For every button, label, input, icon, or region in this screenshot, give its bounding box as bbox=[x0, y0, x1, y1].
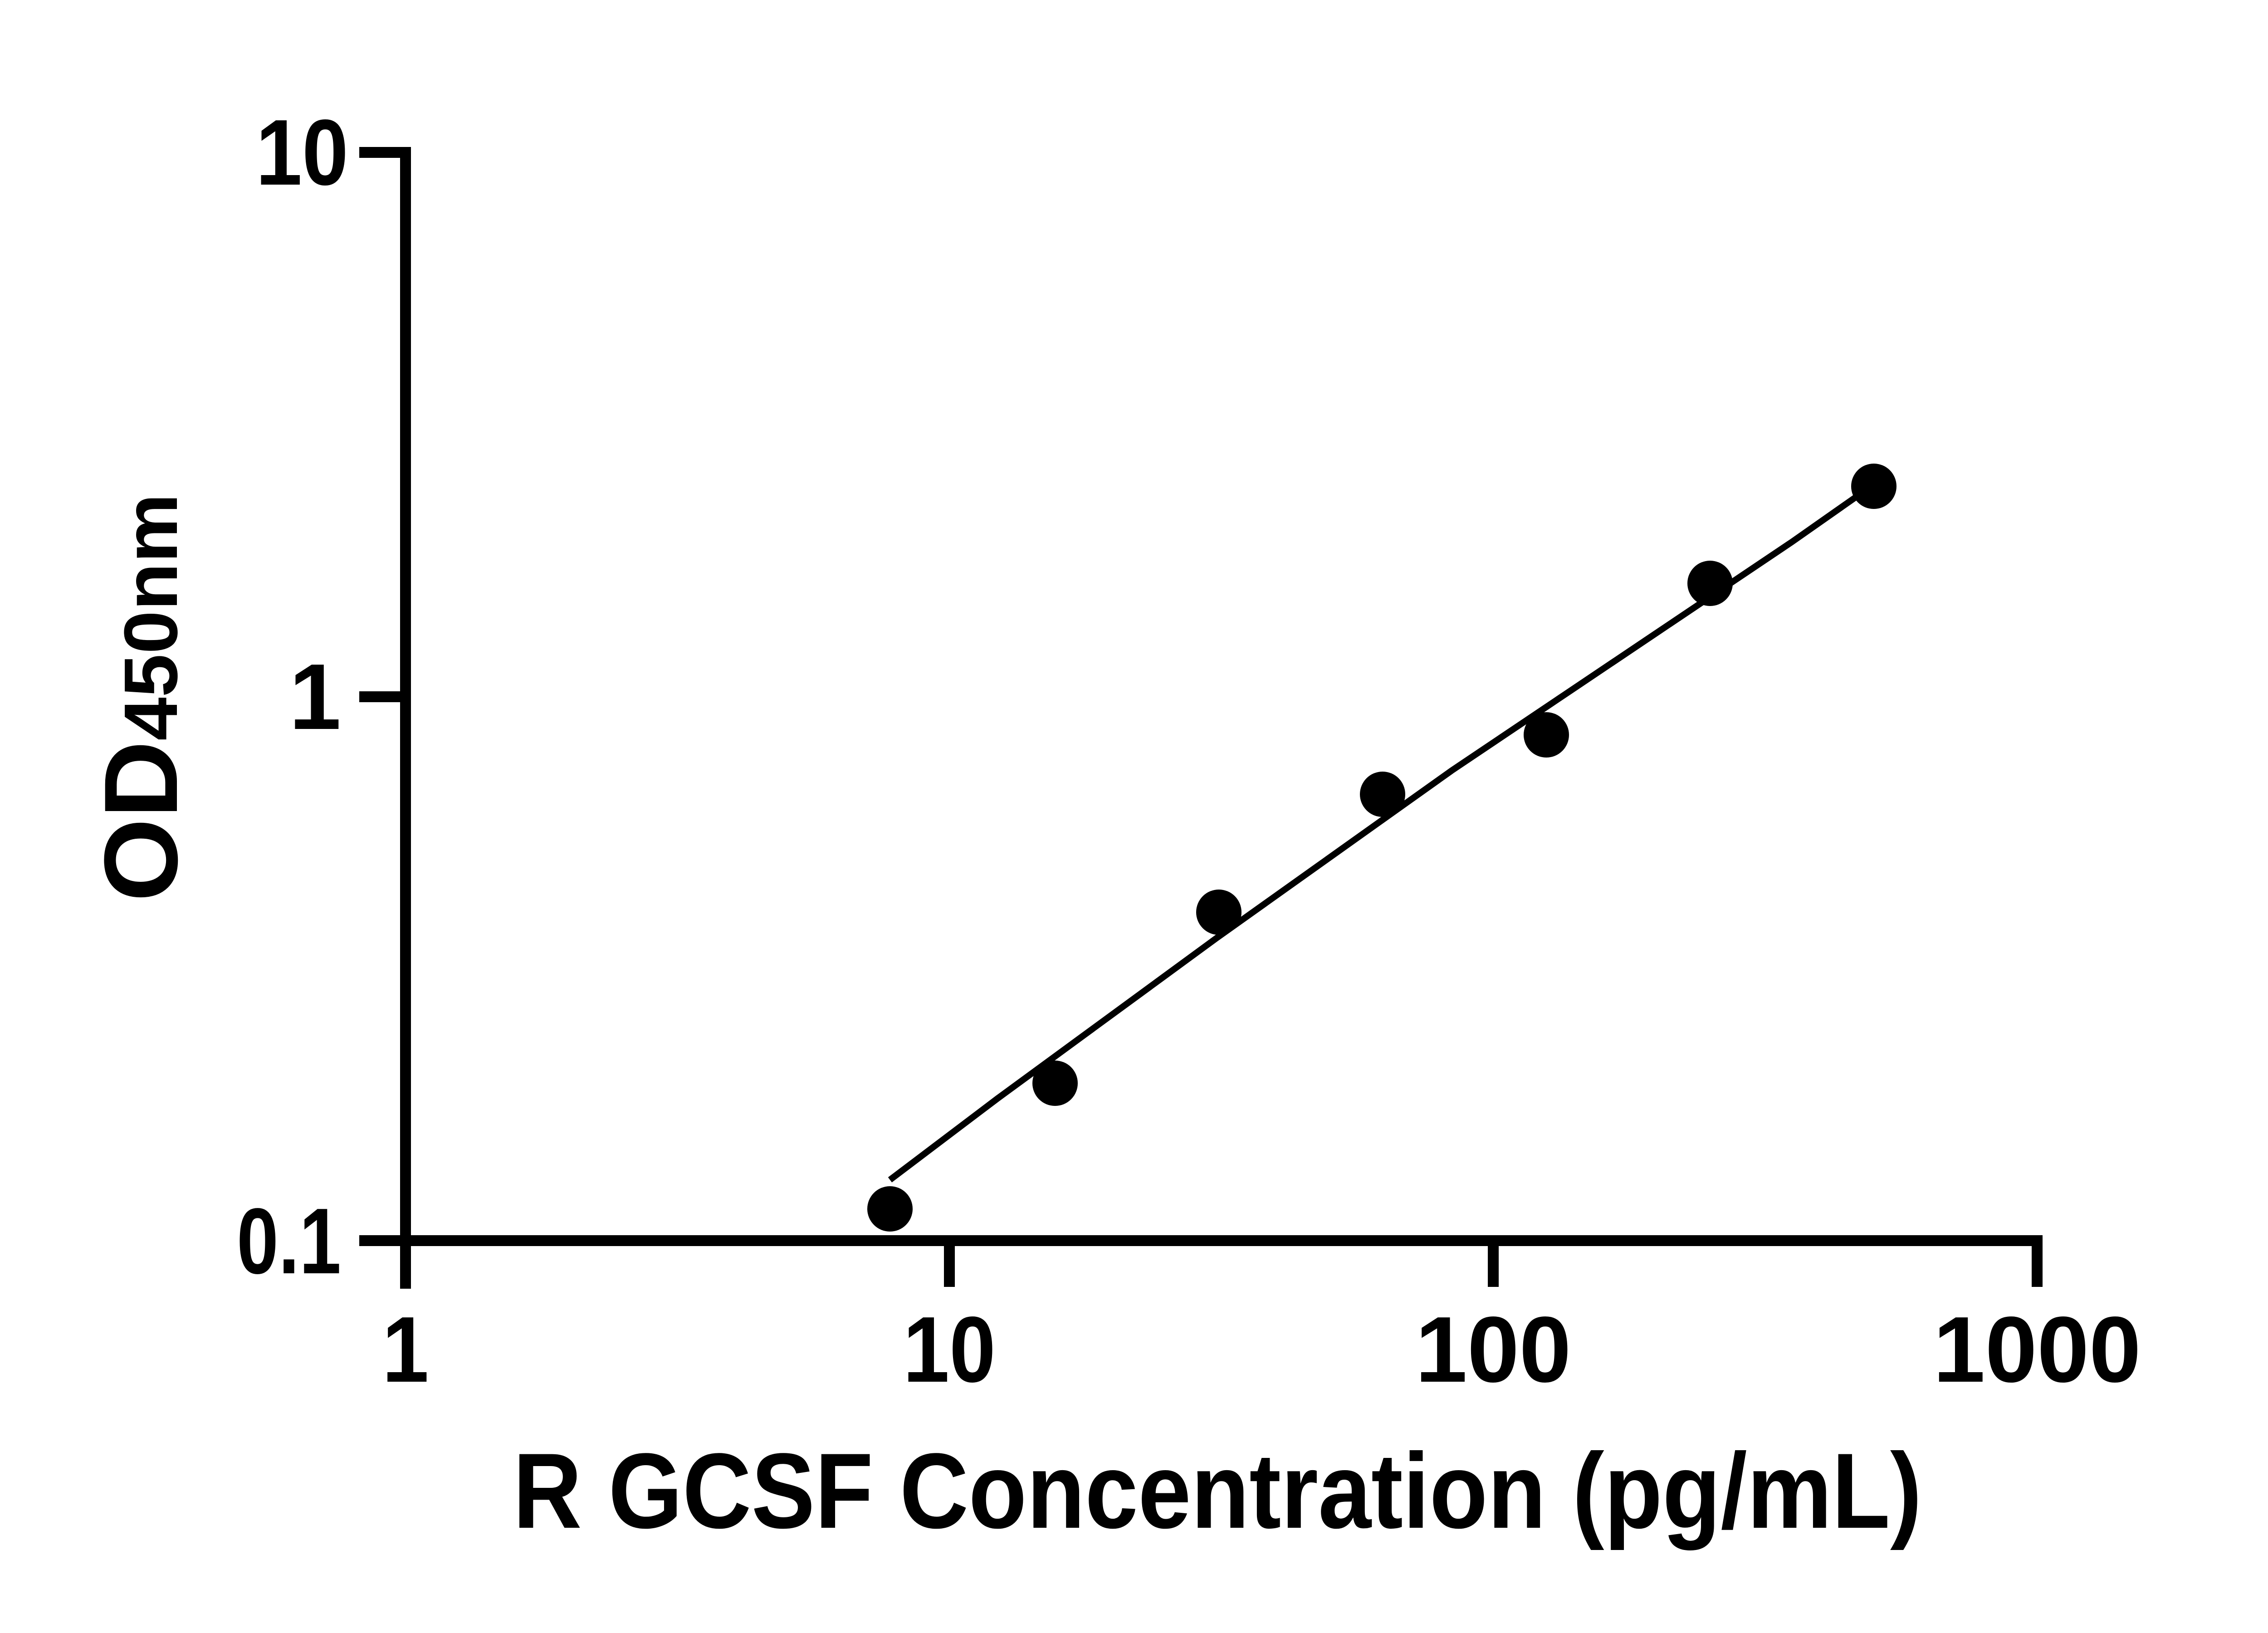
svg-text:10: 10 bbox=[903, 1297, 996, 1402]
svg-text:1000: 1000 bbox=[1933, 1297, 2141, 1402]
svg-text:100: 100 bbox=[1415, 1297, 1571, 1402]
svg-text:R GCSF Concentration (pg/mL): R GCSF Concentration (pg/mL) bbox=[513, 1431, 1922, 1551]
svg-text:0.1: 0.1 bbox=[237, 1189, 341, 1293]
svg-text:1: 1 bbox=[289, 645, 341, 749]
svg-text:1: 1 bbox=[382, 1297, 429, 1402]
svg-text:10: 10 bbox=[256, 100, 348, 205]
